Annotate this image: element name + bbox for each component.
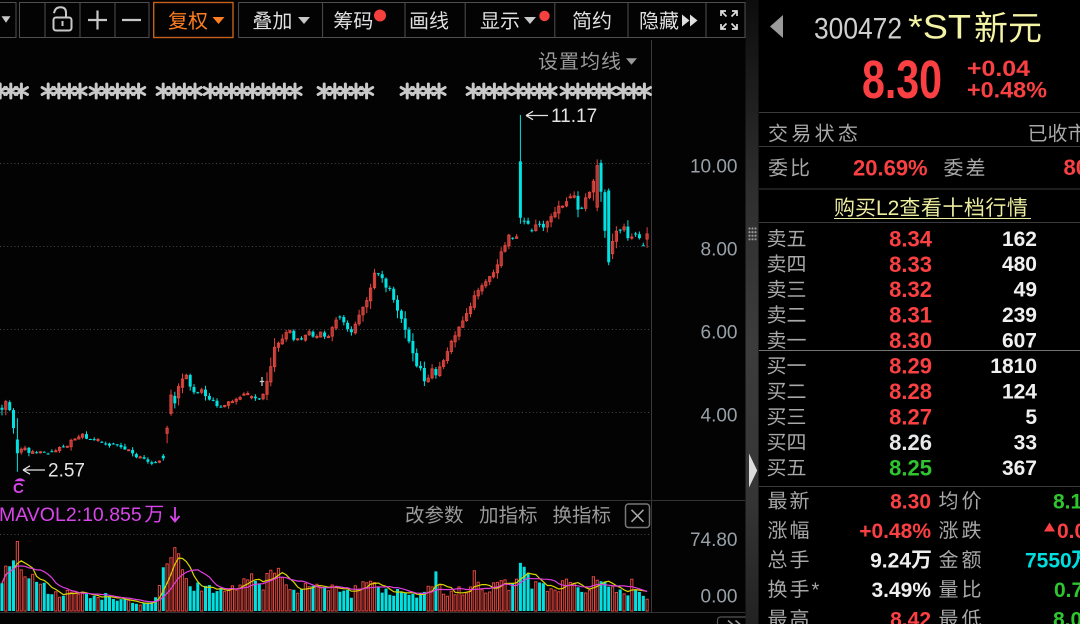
svg-text:8.30: 8.30 [889, 328, 932, 353]
svg-text:4.00: 4.00 [701, 406, 738, 427]
svg-text:239: 239 [1002, 304, 1037, 327]
svg-text:5: 5 [1025, 406, 1037, 429]
svg-text:367: 367 [1002, 457, 1037, 480]
svg-text:8.00: 8.00 [701, 240, 738, 261]
svg-text:1810: 1810 [990, 355, 1037, 378]
svg-text:8.27: 8.27 [889, 405, 932, 430]
svg-text:8.29: 8.29 [889, 354, 932, 379]
svg-text:9.24: 9.24 [870, 550, 911, 573]
svg-text:8.25: 8.25 [889, 455, 932, 480]
svg-text:8.18: 8.18 [1053, 491, 1080, 514]
svg-text:2.57: 2.57 [48, 461, 85, 482]
svg-text:8.30: 8.30 [890, 491, 931, 514]
svg-text:+0.48%: +0.48% [859, 520, 931, 543]
svg-text:+0.04: +0.04 [967, 56, 1031, 81]
svg-text:C: C [13, 480, 24, 497]
svg-text:162: 162 [1002, 228, 1037, 251]
svg-text:8.31: 8.31 [889, 303, 932, 328]
svg-text:10.00: 10.00 [690, 157, 738, 178]
svg-text:607: 607 [1002, 330, 1037, 353]
svg-text:8.33: 8.33 [889, 252, 932, 277]
svg-text:8.26: 8.26 [889, 430, 932, 455]
svg-text:8.28: 8.28 [889, 379, 932, 404]
svg-text:6.00: 6.00 [701, 323, 738, 344]
svg-text:*ST: *ST [908, 9, 971, 47]
svg-text:300472: 300472 [814, 13, 902, 46]
svg-text:805: 805 [1064, 155, 1080, 180]
svg-text:7550: 7550 [1025, 550, 1072, 573]
svg-text:8.30: 8.30 [862, 50, 942, 110]
svg-text:124: 124 [1002, 381, 1037, 404]
svg-text:0.74: 0.74 [1054, 579, 1080, 602]
svg-text:8.42: 8.42 [890, 609, 931, 624]
svg-text:L2: L2 [876, 197, 899, 220]
svg-text:74.80: 74.80 [690, 530, 738, 551]
svg-text:8.06: 8.06 [1053, 609, 1080, 624]
svg-text:MAVOL2:10.855: MAVOL2:10.855 [0, 504, 142, 526]
svg-text:49: 49 [1014, 279, 1037, 302]
svg-text:8.34: 8.34 [889, 226, 933, 251]
svg-text:3.49%: 3.49% [871, 579, 931, 602]
svg-text:33: 33 [1014, 431, 1037, 454]
svg-text:8.32: 8.32 [889, 277, 932, 302]
svg-text:*: * [812, 579, 820, 601]
svg-text:0.04: 0.04 [1057, 520, 1080, 543]
svg-text:20.69%: 20.69% [853, 156, 928, 181]
svg-text:480: 480 [1002, 253, 1037, 276]
svg-text:11.17: 11.17 [551, 106, 597, 127]
svg-text:0.00: 0.00 [701, 587, 738, 608]
svg-text:+0.48%: +0.48% [967, 78, 1047, 103]
